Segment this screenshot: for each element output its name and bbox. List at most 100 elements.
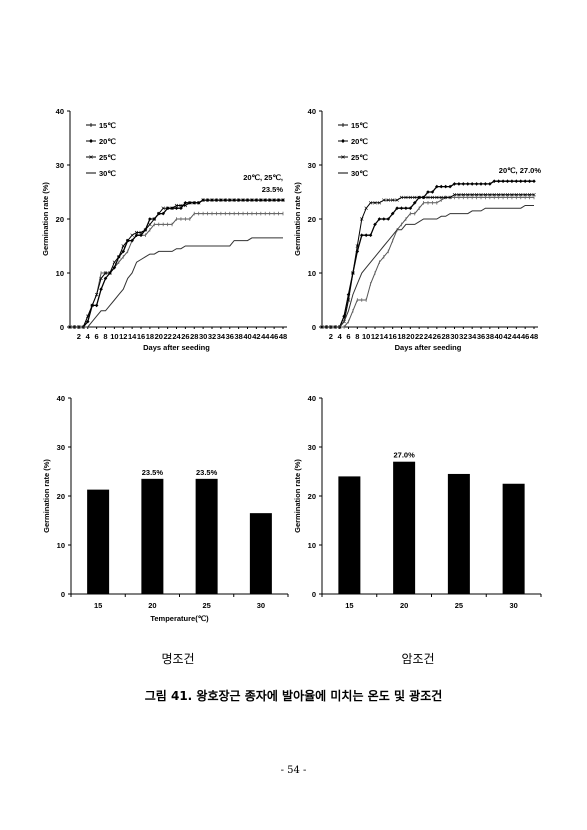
data-point: [492, 192, 496, 197]
data-point: [452, 192, 457, 197]
data-point: [232, 198, 236, 202]
data-point: [377, 201, 382, 205]
y-tick-label: 0: [312, 590, 316, 599]
y-tick-label: 20: [57, 492, 65, 501]
data-point: [412, 201, 417, 205]
data-point: [267, 198, 272, 202]
y-axis-label: Germination rate (%): [42, 459, 51, 533]
x-tick-label: 8: [103, 332, 107, 341]
y-axis-label: Germination rate (%): [293, 182, 302, 256]
data-point: [496, 179, 501, 183]
data-point: [183, 203, 188, 208]
data-point: [117, 255, 121, 259]
data-point: [527, 179, 532, 183]
bar-25: [447, 473, 470, 594]
x-tick-label: 38: [486, 332, 494, 341]
x-axis-label: Temperature(℃): [150, 614, 209, 623]
data-point: [351, 271, 355, 275]
data-point: [527, 192, 532, 197]
data-point: [245, 198, 250, 202]
x-tick-label: 4: [86, 332, 91, 341]
data-point: [368, 233, 373, 237]
data-point: [501, 192, 505, 197]
data-point: [85, 319, 90, 324]
x-tick-label: 10: [110, 332, 118, 341]
x-tick-label: 20: [400, 601, 408, 610]
x-tick-label: 4: [338, 332, 343, 341]
data-point: [430, 195, 435, 200]
x-tick-label: 46: [521, 332, 529, 341]
series-30C-line: [322, 205, 534, 328]
data-point: [272, 198, 276, 202]
data-point: [510, 179, 514, 183]
data-point: [479, 192, 483, 197]
x-tick-label: 12: [119, 332, 127, 341]
x-tick-label: 15: [94, 601, 102, 610]
data-point: [368, 201, 373, 205]
data-point: [183, 201, 188, 205]
series-30C-line: [70, 237, 283, 328]
data-point: [188, 201, 192, 205]
x-tick-label: 18: [397, 332, 405, 341]
y-tick-label: 0: [312, 323, 316, 332]
data-point: [488, 182, 492, 186]
data-point: [263, 198, 267, 202]
x-tick-label: 16: [388, 332, 396, 341]
data-point: [443, 184, 448, 189]
data-point: [201, 198, 205, 202]
line-chart-dark: 0 10 20 30 40 2 4 6 8 10 12 14 16 18 20 22 24 26 28 30 32 34 3…: [0, 0, 587, 380]
data-point: [448, 184, 452, 189]
data-point: [281, 198, 285, 202]
data-point: [179, 206, 183, 210]
x-tick-label: 6: [346, 332, 350, 341]
data-point: [399, 195, 404, 200]
y-tick-label: 20: [308, 492, 316, 501]
data-point: [523, 192, 527, 197]
annotation-text: 20℃, 25℃,: [243, 173, 283, 182]
x-tick-label: 46: [270, 332, 278, 341]
data-point: [417, 195, 421, 200]
legend-label: 20℃: [351, 137, 368, 146]
data-point: [382, 217, 386, 221]
x-tick-label: 16: [137, 332, 145, 341]
x-tick-label: 12: [371, 332, 379, 341]
data-point: [139, 233, 143, 237]
legend-marker: [89, 139, 93, 143]
data-point: [395, 206, 399, 210]
data-point: [523, 179, 527, 183]
x-tick-label: 20: [406, 332, 414, 341]
y-tick-label: 30: [57, 443, 65, 452]
data-point: [514, 179, 519, 183]
data-point: [373, 201, 377, 205]
data-point: [479, 182, 483, 186]
figure-caption: 그림 41. 왕호장근 종자에 발아율에 미치는 온도 및 광조건: [144, 689, 443, 703]
data-point: [466, 192, 470, 197]
data-point: [196, 201, 201, 205]
data-point: [112, 260, 117, 264]
legend-label: 30℃: [99, 169, 116, 178]
data-point: [223, 198, 228, 202]
data-point: [108, 271, 112, 275]
x-tick-label: 36: [477, 332, 485, 341]
y-tick-label: 10: [56, 269, 64, 278]
data-point: [505, 179, 510, 183]
data-point: [505, 192, 510, 197]
x-tick-label: 15: [345, 601, 353, 610]
x-axis-label: Days after seeding: [395, 343, 462, 352]
data-point: [157, 211, 161, 216]
annotation-text: 23.5%: [262, 185, 284, 194]
x-tick-label: 2: [77, 332, 81, 341]
x-tick-label: 10: [362, 332, 370, 341]
data-point: [94, 303, 99, 308]
data-point: [465, 182, 470, 186]
light-condition-label: 명조건: [161, 652, 195, 666]
data-point: [355, 244, 360, 248]
data-point: [408, 206, 413, 210]
data-point: [470, 192, 474, 197]
x-tick-label: 20: [148, 601, 156, 610]
data-point: [399, 206, 404, 210]
x-tick-label: 22: [415, 332, 423, 341]
x-tick-label: 22: [163, 332, 171, 341]
data-point: [179, 203, 183, 208]
data-point: [395, 198, 399, 202]
